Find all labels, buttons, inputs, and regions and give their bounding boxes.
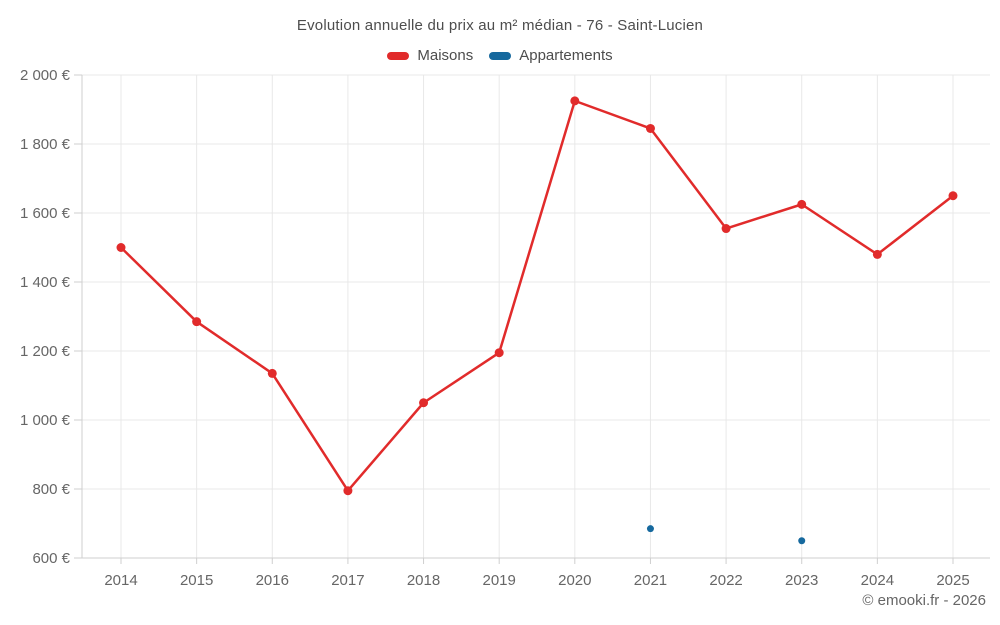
maisons-point[interactable] <box>872 249 882 259</box>
chart-title: Evolution annuelle du prix au m² médian … <box>296 17 704 34</box>
maisons-point[interactable] <box>267 368 277 378</box>
x-tick-label: 2014 <box>104 572 137 589</box>
x-tick-label: 2021 <box>634 572 667 589</box>
y-tick-label: 1 800 € <box>20 136 71 153</box>
maisons-line <box>120 99 954 492</box>
legend-item-appartements[interactable]: Appartements <box>489 47 613 64</box>
x-tick-label: 2018 <box>407 572 440 589</box>
legend-label-appartements: Appartements <box>519 47 613 64</box>
legend: Maisons Appartements <box>0 47 1000 64</box>
y-tick-label: 1 000 € <box>20 412 71 429</box>
maisons-swatch-icon <box>387 51 410 60</box>
maisons-point[interactable] <box>494 348 504 358</box>
maisons-point[interactable] <box>797 199 807 209</box>
maisons-point[interactable] <box>192 317 202 327</box>
maisons-point[interactable] <box>948 191 958 201</box>
x-tick-label: 2023 <box>785 572 818 589</box>
y-tick-label: 600 € <box>32 550 70 567</box>
maisons-point[interactable] <box>570 96 580 106</box>
x-tick-label: 2022 <box>709 572 742 589</box>
appartements-point[interactable] <box>798 537 806 545</box>
legend-label-maisons: Maisons <box>417 47 474 64</box>
maisons-point[interactable] <box>419 398 429 408</box>
legend-item-maisons[interactable]: Maisons <box>387 47 473 64</box>
appartements-swatch-icon <box>489 51 512 60</box>
x-tick-label: 2024 <box>861 572 894 589</box>
x-tick-label: 2015 <box>180 572 213 589</box>
x-tick-label: 2019 <box>482 572 515 589</box>
y-tick-label: 1 600 € <box>20 205 71 222</box>
x-tick-label: 2017 <box>331 572 364 589</box>
maisons-point[interactable] <box>343 486 353 496</box>
maisons-point[interactable] <box>116 243 126 252</box>
y-tick-label: 2 000 € <box>20 67 71 84</box>
attribution: © emooki.fr - 2026 <box>862 592 986 609</box>
y-tick-label: 1 200 € <box>20 343 71 360</box>
x-tick-label: 2016 <box>256 572 289 589</box>
y-tick-label: 800 € <box>32 481 70 498</box>
x-tick-label: 2020 <box>558 572 591 589</box>
x-tick-label: 2025 <box>936 572 969 589</box>
maisons-point[interactable] <box>645 123 655 133</box>
y-tick-label: 1 400 € <box>20 274 71 291</box>
maisons-point[interactable] <box>721 224 731 234</box>
appartements-point[interactable] <box>646 525 654 533</box>
